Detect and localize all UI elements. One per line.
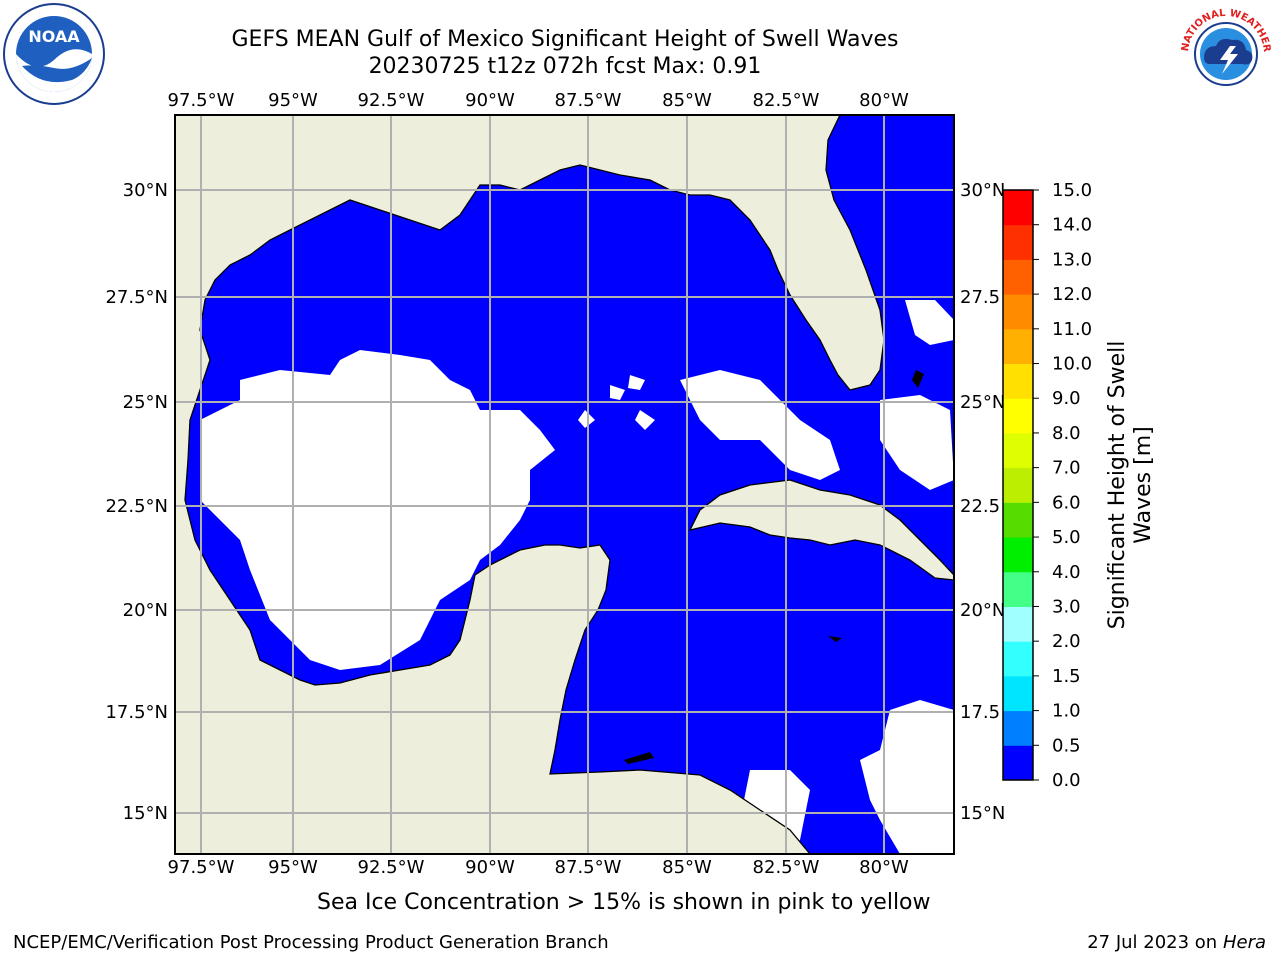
lon-label: 87.5°W <box>555 857 622 878</box>
colorbar-band <box>1003 328 1033 365</box>
colorbar-band <box>1003 363 1033 399</box>
colorbar-frame <box>1002 189 1034 781</box>
colorbar-band <box>1003 745 1033 781</box>
colorbar-band <box>1003 502 1033 538</box>
colorbar-tick-label: 0.5 <box>1052 735 1081 756</box>
noaa-logo-text: NOAA <box>28 27 80 46</box>
footer-branch: NCEP/EMC/Verification Post Processing Pr… <box>13 932 609 953</box>
lon-label: 87.5°W <box>555 90 622 111</box>
colorbar-band <box>1003 432 1033 469</box>
lon-label: 92.5°W <box>358 90 425 111</box>
lat-labels-left: 30°N 27.5°N 25°N 22.5°N 20°N 17.5°N 15°N <box>105 180 168 824</box>
colorbar-tick-label: 0.0 <box>1052 770 1081 791</box>
lat-label: 25°N <box>960 392 1005 413</box>
colorbar-tick-label: 12.0 <box>1052 284 1092 305</box>
colorbar-band <box>1003 641 1033 677</box>
lat-label: 30°N <box>123 180 168 201</box>
colorbar-tick-label: 11.0 <box>1052 319 1092 340</box>
lon-label: 92.5°W <box>358 857 425 878</box>
colorbar-tick-label: 10.0 <box>1052 354 1092 375</box>
colorbar-band <box>1003 398 1033 434</box>
lon-label: 95°W <box>268 857 318 878</box>
colorbar-tick-label: 9.0 <box>1052 388 1081 409</box>
colorbar-tick-label: 14.0 <box>1052 215 1092 236</box>
colorbar-tick-label: 4.0 <box>1052 562 1081 583</box>
lat-label: 20°N <box>123 600 168 621</box>
colorbar-tick-label: 2.0 <box>1052 631 1081 652</box>
lon-label: 82.5°W <box>753 857 820 878</box>
lat-label: 20°N <box>960 600 1005 621</box>
colorbar-label-line1: Significant Height of Swell <box>1105 341 1130 630</box>
lat-label: 25°N <box>123 392 168 413</box>
lat-label: 22.5 <box>960 496 1000 517</box>
map-frame <box>174 114 955 855</box>
lon-label: 80°W <box>859 857 909 878</box>
colorbar-band <box>1003 467 1033 503</box>
sea-ice-caption: Sea Ice Concentration > 15% is shown in … <box>317 890 931 915</box>
lon-label: 90°W <box>465 857 515 878</box>
colorbar-tick-label: 3.0 <box>1052 596 1081 617</box>
noaa-logo-icon: NOAA <box>3 3 105 105</box>
colorbar-band <box>1003 294 1033 330</box>
lat-label: 22.5°N <box>105 496 168 517</box>
lon-labels-bottom: 97.5°W 95°W 92.5°W 90°W 87.5°W 85°W 82.5°W 80°W <box>168 857 909 878</box>
colorbar-band <box>1003 606 1033 642</box>
colorbar-band <box>1003 571 1033 607</box>
colorbar-tick-label: 5.0 <box>1052 527 1081 548</box>
colorbar-band <box>1003 224 1033 260</box>
colorbar-label-line2: Waves [m] <box>1131 426 1156 543</box>
colorbar-label: Significant Height of Swell Waves [m] <box>1105 341 1156 630</box>
lon-labels-top: 97.5°W 95°W 92.5°W 90°W 87.5°W 85°W 82.5°W 80°W <box>168 90 909 111</box>
colorbar-band <box>1003 675 1033 712</box>
lon-label: 90°W <box>465 90 515 111</box>
map-gridlines <box>175 115 954 854</box>
lat-label: 17.5 <box>960 702 1000 723</box>
footer-date-text: 27 Jul 2023 on <box>1087 932 1223 953</box>
colorbar-band <box>1003 710 1033 746</box>
lat-label: 15°N <box>960 803 1005 824</box>
small-islands <box>624 370 924 764</box>
colorbar-tick-label: 13.0 <box>1052 249 1092 270</box>
lon-label: 97.5°W <box>168 857 235 878</box>
colorbar-tick-labels: 0.0 0.5 1.0 1.5 2.0 3.0 4.0 5.0 6.0 7.0 8.0 9.0 10.0… <box>1033 180 1092 791</box>
lon-label: 85°W <box>662 90 712 111</box>
lon-label: 97.5°W <box>168 90 235 111</box>
lat-label: 30°N <box>960 180 1005 201</box>
lat-label: 15°N <box>123 803 168 824</box>
colorbar-tick-label: 1.5 <box>1052 666 1081 687</box>
colorbar-tick-label: 7.0 <box>1052 458 1081 479</box>
lon-label: 80°W <box>859 90 909 111</box>
lat-label: 27.5°N <box>105 287 168 308</box>
colorbar <box>1002 189 1034 781</box>
colorbar-band <box>1003 190 1033 226</box>
footer-host: Hera <box>1222 932 1266 953</box>
lon-label: 95°W <box>268 90 318 111</box>
lat-labels-right: 30°N 27.5 25°N 22.5 20°N 17.5 15°N <box>960 180 1005 824</box>
chart-title: GEFS MEAN Gulf of Mexico Significant Hei… <box>231 27 899 52</box>
colorbar-tick-label: 6.0 <box>1052 492 1081 513</box>
colorbar-tick-label: 8.0 <box>1052 423 1081 444</box>
colorbar-band <box>1003 259 1033 295</box>
colorbar-tick-label: 1.0 <box>1052 701 1081 722</box>
lon-label: 82.5°W <box>753 90 820 111</box>
colorbar-tick-label: 15.0 <box>1052 180 1092 201</box>
colorbar-band <box>1003 537 1033 573</box>
chart-subtitle: 20230725 t12z 072h fcst Max: 0.91 <box>368 54 762 79</box>
lat-label: 17.5°N <box>105 702 168 723</box>
lon-label: 85°W <box>662 857 712 878</box>
lat-label: 27.5 <box>960 287 1000 308</box>
footer-date: 27 Jul 2023 on Hera <box>1087 932 1266 953</box>
nws-logo-icon: NATIONAL WEATHER SERVICE <box>1174 2 1276 104</box>
